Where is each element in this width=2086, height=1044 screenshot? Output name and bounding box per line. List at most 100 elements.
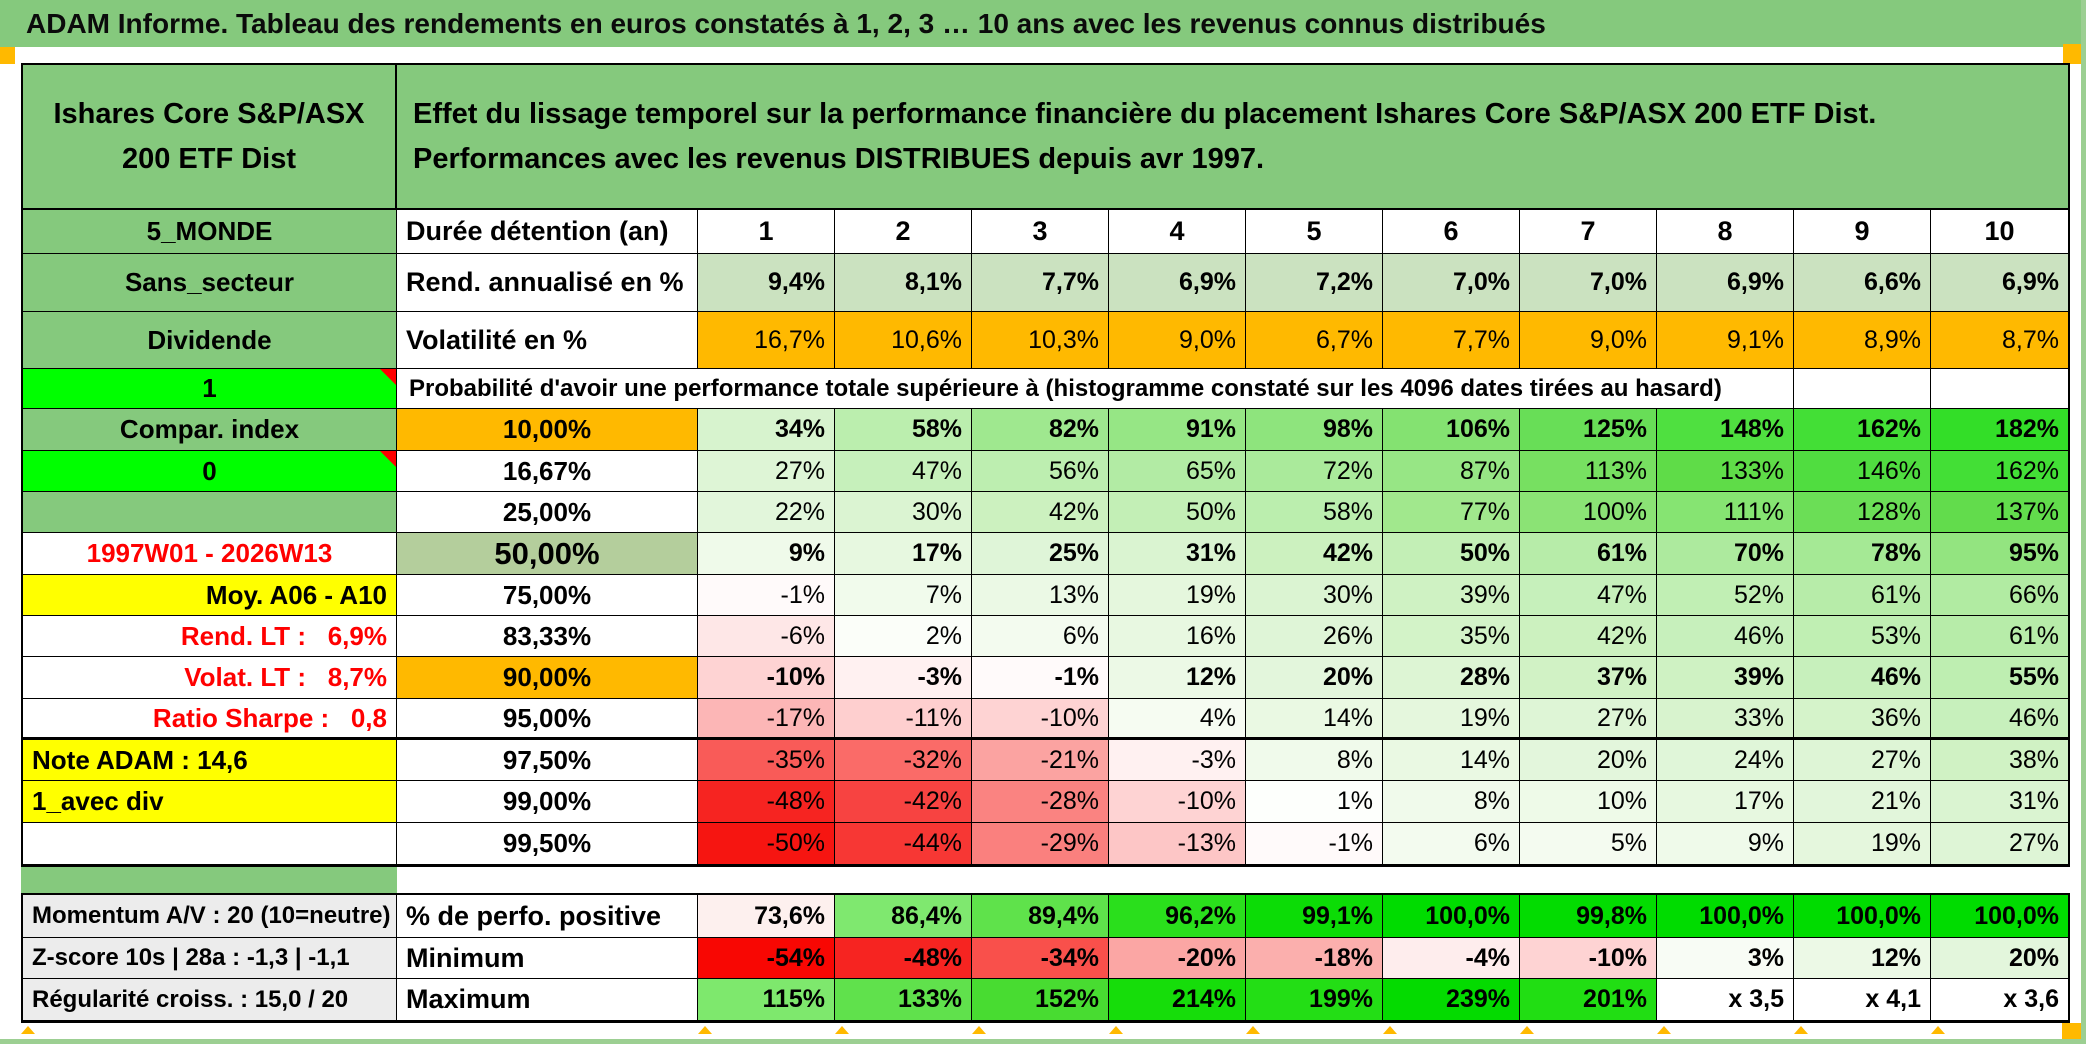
value-cell[interactable]: 34% (698, 409, 835, 451)
threshold-cell[interactable]: 50,00% (397, 533, 698, 575)
value-cell[interactable]: -17% (698, 699, 835, 740)
value-cell[interactable]: 10,6% (835, 312, 972, 369)
value-cell[interactable]: -50% (698, 823, 835, 865)
value-cell[interactable]: 1% (1246, 781, 1383, 823)
threshold-cell[interactable]: 90,00% (397, 657, 698, 699)
value-cell[interactable]: 148% (1657, 409, 1794, 451)
column-header-cell[interactable]: 3 (972, 210, 1109, 254)
value-cell[interactable]: 6% (972, 616, 1109, 657)
metric-label-cell[interactable]: Durée détention (an) (397, 210, 698, 254)
value-cell[interactable]: 42% (1246, 533, 1383, 575)
row-label-cell[interactable]: Volat. LT : 8,7% (23, 657, 397, 699)
value-cell[interactable]: 9,0% (1520, 312, 1657, 369)
value-cell[interactable]: 16% (1109, 616, 1246, 657)
value-cell[interactable]: 46% (1794, 657, 1931, 699)
value-cell[interactable]: 27% (1931, 823, 2068, 865)
value-cell[interactable]: 6,9% (1109, 254, 1246, 312)
column-header-cell[interactable]: 5 (1246, 210, 1383, 254)
value-cell[interactable]: -35% (698, 740, 835, 781)
value-cell[interactable]: 152% (972, 979, 1109, 1021)
value-cell[interactable]: 6,9% (1931, 254, 2068, 312)
value-cell[interactable]: 9% (698, 533, 835, 575)
row-label-cell[interactable]: Rend. LT : 6,9% (23, 616, 397, 657)
column-header-cell[interactable]: 1 (698, 210, 835, 254)
value-cell[interactable]: 100,0% (1657, 895, 1794, 938)
value-cell[interactable]: 78% (1794, 533, 1931, 575)
value-cell[interactable]: 6,6% (1794, 254, 1931, 312)
value-cell[interactable]: 25% (972, 533, 1109, 575)
empty-cell[interactable] (1794, 369, 1931, 409)
value-cell[interactable]: 106% (1383, 409, 1520, 451)
row-label-cell[interactable]: Note ADAM : 14,6 (23, 740, 397, 781)
value-cell[interactable]: -13% (1109, 823, 1246, 865)
value-cell[interactable]: 162% (1794, 409, 1931, 451)
row-label-cell[interactable] (23, 823, 397, 865)
value-cell[interactable]: -48% (698, 781, 835, 823)
column-header-cell[interactable]: 2 (835, 210, 972, 254)
value-cell[interactable]: -32% (835, 740, 972, 781)
value-cell[interactable]: -18% (1246, 938, 1383, 979)
value-cell[interactable]: 58% (835, 409, 972, 451)
value-cell[interactable]: 21% (1794, 781, 1931, 823)
value-cell[interactable]: 24% (1657, 740, 1794, 781)
value-cell[interactable]: 53% (1794, 616, 1931, 657)
row-label-cell[interactable]: 1_avec div (23, 781, 397, 823)
value-cell[interactable]: 27% (698, 451, 835, 492)
value-cell[interactable]: 6,9% (1657, 254, 1794, 312)
value-cell[interactable]: -28% (972, 781, 1109, 823)
value-cell[interactable]: 30% (1246, 575, 1383, 616)
value-cell[interactable]: 9,1% (1657, 312, 1794, 369)
value-cell[interactable]: 8,1% (835, 254, 972, 312)
value-cell[interactable]: 30% (835, 492, 972, 533)
metric-label-cell[interactable]: Maximum (397, 979, 698, 1021)
value-cell[interactable]: 16,7% (698, 312, 835, 369)
value-cell[interactable]: -4% (1383, 938, 1520, 979)
value-cell[interactable]: 61% (1931, 616, 2068, 657)
value-cell[interactable]: -1% (1246, 823, 1383, 865)
value-cell[interactable]: 27% (1520, 699, 1657, 740)
threshold-cell[interactable]: 99,50% (397, 823, 698, 865)
row-label-cell[interactable]: Sans_secteur (23, 254, 397, 312)
row-label-cell[interactable]: 1 (23, 369, 397, 409)
value-cell[interactable]: 100,0% (1383, 895, 1520, 938)
value-cell[interactable]: -10% (698, 657, 835, 699)
empty-cell[interactable] (1931, 369, 2068, 409)
value-cell[interactable]: 99,1% (1246, 895, 1383, 938)
value-cell[interactable]: 91% (1109, 409, 1246, 451)
value-cell[interactable]: 6% (1383, 823, 1520, 865)
value-cell[interactable]: 65% (1109, 451, 1246, 492)
value-cell[interactable]: 52% (1657, 575, 1794, 616)
row-label-cell[interactable]: 5_MONDE (23, 210, 397, 254)
value-cell[interactable]: -20% (1109, 938, 1246, 979)
value-cell[interactable]: 8,7% (1931, 312, 2068, 369)
value-cell[interactable]: 61% (1794, 575, 1931, 616)
value-cell[interactable]: -3% (835, 657, 972, 699)
row-label-cell[interactable]: 1997W01 - 2026W13 (23, 533, 397, 575)
value-cell[interactable]: 2% (835, 616, 972, 657)
metric-label-cell[interactable]: % de perfo. positive (397, 895, 698, 938)
value-cell[interactable]: 58% (1246, 492, 1383, 533)
value-cell[interactable]: 19% (1383, 699, 1520, 740)
row-label-cell[interactable] (23, 492, 397, 533)
value-cell[interactable]: -21% (972, 740, 1109, 781)
sheet-title[interactable]: ADAM Informe. Tableau des rendements en … (0, 0, 2086, 47)
value-cell[interactable]: 99,8% (1520, 895, 1657, 938)
value-cell[interactable]: 19% (1109, 575, 1246, 616)
threshold-cell[interactable]: 10,00% (397, 409, 698, 451)
value-cell[interactable]: 14% (1383, 740, 1520, 781)
value-cell[interactable]: 8% (1383, 781, 1520, 823)
value-cell[interactable]: 22% (698, 492, 835, 533)
value-cell[interactable]: -42% (835, 781, 972, 823)
row-label-cell[interactable]: Régularité croiss. : 15,0 / 20 (23, 979, 397, 1021)
value-cell[interactable]: 55% (1931, 657, 2068, 699)
value-cell[interactable]: x 3,6 (1931, 979, 2068, 1021)
value-cell[interactable]: -11% (835, 699, 972, 740)
threshold-cell[interactable]: 16,67% (397, 451, 698, 492)
value-cell[interactable]: 113% (1520, 451, 1657, 492)
value-cell[interactable]: 12% (1109, 657, 1246, 699)
value-cell[interactable]: -44% (835, 823, 972, 865)
value-cell[interactable]: 162% (1931, 451, 2068, 492)
value-cell[interactable]: 31% (1931, 781, 2068, 823)
value-cell[interactable]: 115% (698, 979, 835, 1021)
threshold-cell[interactable]: 95,00% (397, 699, 698, 740)
